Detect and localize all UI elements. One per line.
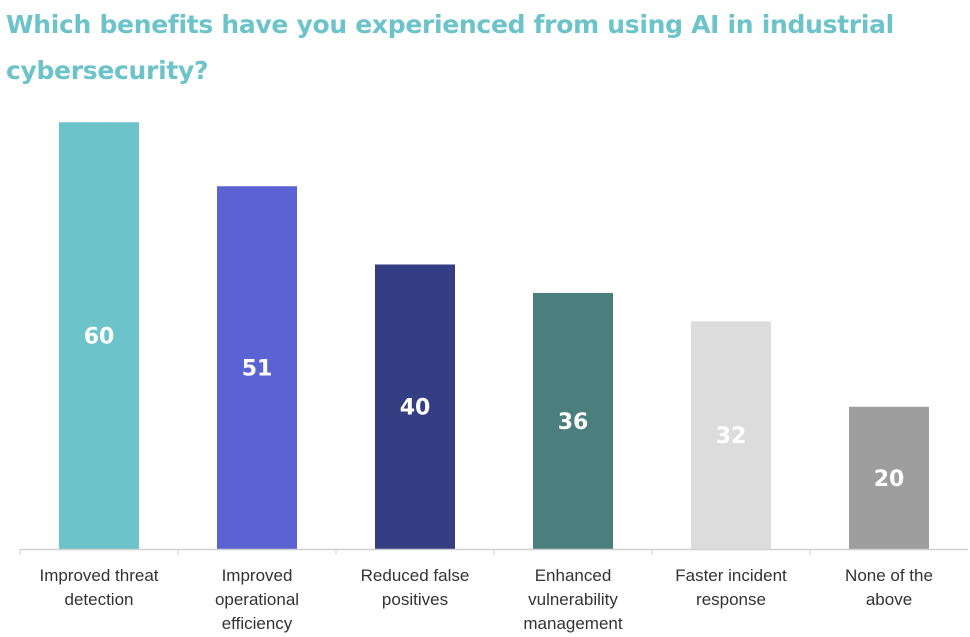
category-label: Improved operational efficiency xyxy=(215,566,299,633)
bar-value-label: 20 xyxy=(874,467,905,492)
bar-4 xyxy=(533,292,613,549)
bar-5 xyxy=(691,321,771,549)
category-label: Improved threat detection xyxy=(39,566,158,609)
bar-3 xyxy=(375,264,455,549)
bar-1 xyxy=(59,122,139,550)
category-label: Faster incident response xyxy=(675,566,787,609)
bar-2 xyxy=(217,186,297,549)
bar-value-label: 32 xyxy=(716,424,747,449)
bar-value-label: 36 xyxy=(558,410,589,435)
bar-value-label: 40 xyxy=(400,396,431,421)
category-label: None of the above xyxy=(845,566,933,609)
bar-value-label: 51 xyxy=(242,357,273,382)
bar-value-label: 60 xyxy=(84,325,115,350)
category-label: Enhanced vulnerability management xyxy=(523,566,623,633)
chart-title: Which benefits have you experienced from… xyxy=(6,10,894,85)
bar-6 xyxy=(849,406,929,549)
category-label: Reduced false positives xyxy=(361,566,470,609)
